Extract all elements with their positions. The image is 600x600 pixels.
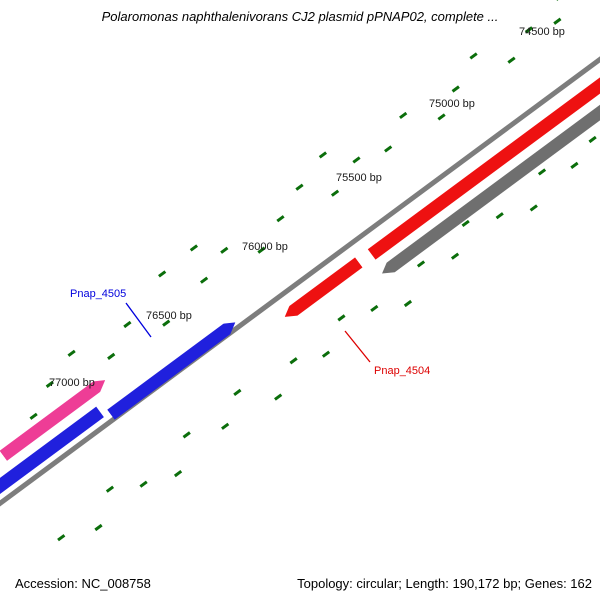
orf-dash xyxy=(295,183,304,191)
orf-dash xyxy=(318,150,327,159)
orf-dash xyxy=(507,56,516,64)
orf-dash xyxy=(123,320,132,328)
orf-dash xyxy=(199,276,208,284)
gene-label-Pnap_4505[interactable]: Pnap_4505 xyxy=(70,288,127,300)
orf-dash xyxy=(94,523,103,531)
gene-Pnap_4505[interactable] xyxy=(107,317,239,420)
plasmid-backbone xyxy=(0,28,600,532)
tick-label-74500-bp: 74500 bp xyxy=(519,26,565,38)
orf-dash xyxy=(450,252,459,260)
orf-dash xyxy=(321,350,330,358)
orf-dash xyxy=(437,112,446,121)
orf-dash xyxy=(232,388,242,396)
orf-dash xyxy=(469,51,478,60)
orf-dash xyxy=(157,269,166,278)
orf-dash xyxy=(106,352,116,360)
status-bar: Accession: NC_008758 Topology: circular;… xyxy=(0,576,600,591)
orf-dash xyxy=(416,259,425,268)
orf-dash xyxy=(495,211,504,219)
tick-label-77000-bp: 77000 bp xyxy=(49,377,95,389)
orf-dash xyxy=(289,356,298,364)
tick-label-76500-bp: 76500 bp xyxy=(146,310,192,322)
orf-dash xyxy=(189,243,198,252)
orf-dash xyxy=(273,393,282,401)
orf-dash xyxy=(537,167,546,176)
orf-dash xyxy=(219,246,229,254)
orf-dash xyxy=(330,189,339,197)
orf-dash xyxy=(451,85,460,93)
orf-dash xyxy=(337,313,346,322)
tick-label-76000-bp: 76000 bp xyxy=(242,241,288,253)
plasmid-map-rotor xyxy=(0,0,600,541)
orf-dash xyxy=(29,412,38,420)
tick-label-75500-bp: 75500 bp xyxy=(336,172,382,184)
orf-dash xyxy=(220,422,229,430)
topology-summary-text: Topology: circular; Length: 190,172 bp; … xyxy=(297,576,592,591)
orf-dash xyxy=(173,469,182,477)
orf-dash xyxy=(369,304,379,312)
orf-dash xyxy=(352,155,361,164)
orf-dash xyxy=(403,299,412,307)
orf-dash xyxy=(588,135,597,143)
orf-dash xyxy=(570,161,579,169)
orf-dash xyxy=(139,480,148,488)
callout-line-Pnap_4504 xyxy=(344,330,371,363)
orf-dash xyxy=(105,485,114,493)
accession-text: Accession: NC_008758 xyxy=(15,576,151,591)
orf-dash xyxy=(182,430,191,439)
orf-dash xyxy=(398,111,407,119)
orf-dash xyxy=(383,144,392,153)
orf-dash xyxy=(529,203,538,212)
tick-label-75000-bp: 75000 bp xyxy=(429,98,475,110)
page-title: Polaromonas naphthalenivorans CJ2 plasmi… xyxy=(101,9,499,24)
orf-dash xyxy=(276,214,285,222)
orf-dash xyxy=(56,533,66,541)
orf-dash xyxy=(67,349,76,357)
gene-label-Pnap_4504[interactable]: Pnap_4504 xyxy=(374,365,431,377)
